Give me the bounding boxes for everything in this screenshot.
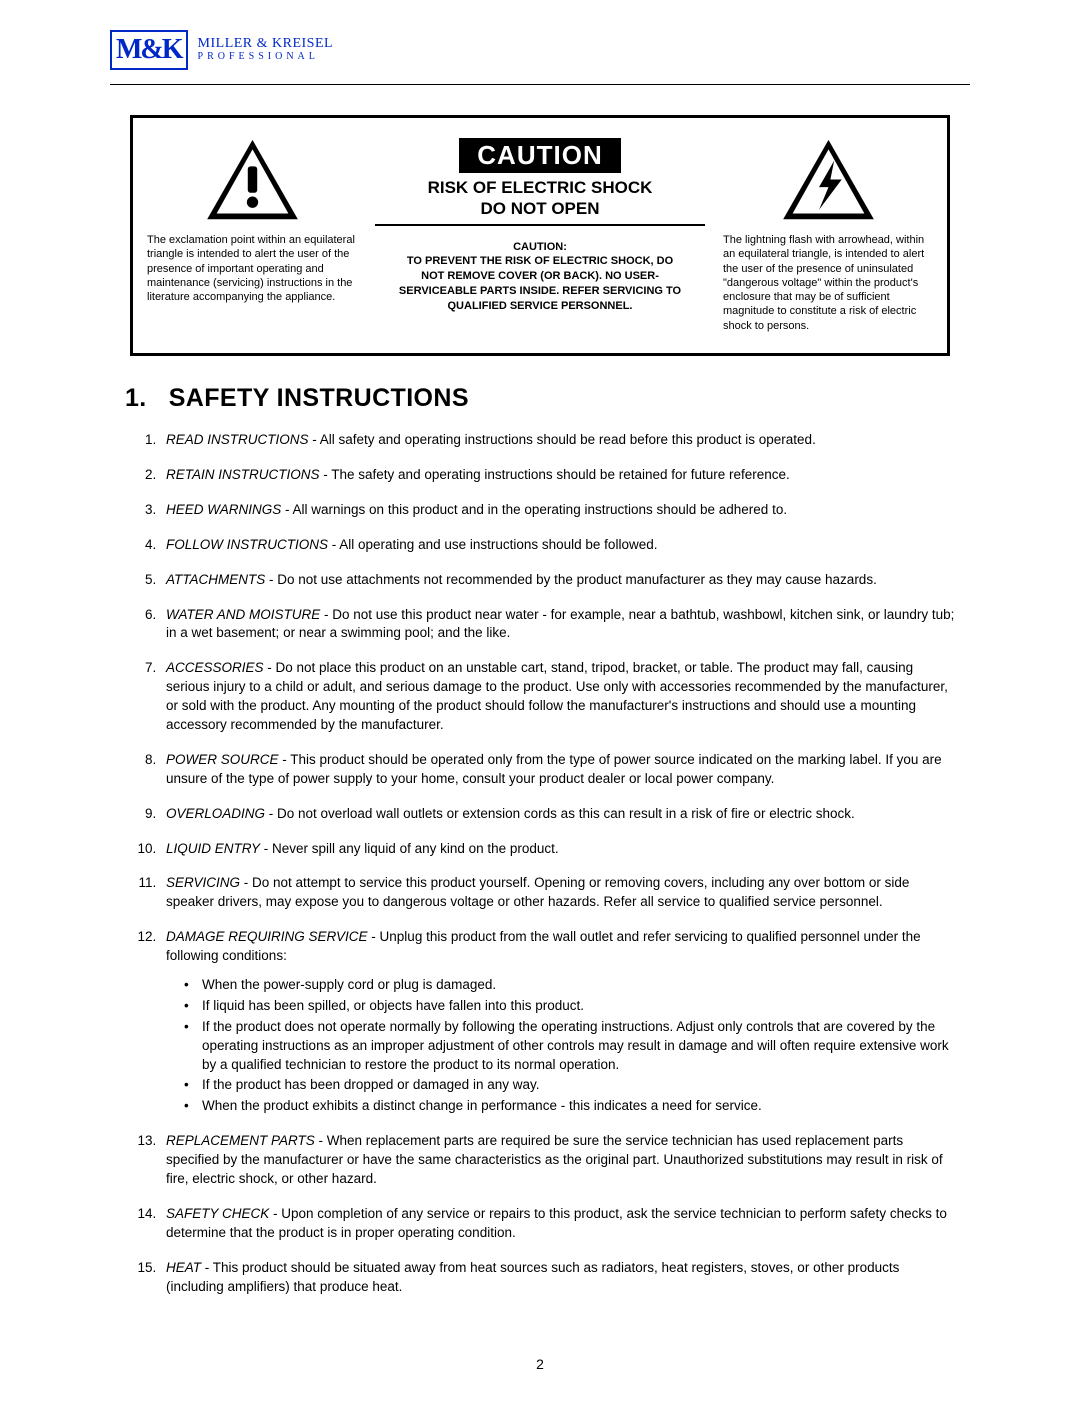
instruction-lead: WATER AND MOISTURE [166, 607, 320, 622]
safety-instruction-item: LIQUID ENTRY - Never spill any liquid of… [160, 840, 955, 859]
safety-instruction-item: OVERLOADING - Do not overload wall outle… [160, 805, 955, 824]
instruction-lead: SERVICING [166, 875, 240, 890]
instruction-lead: ATTACHMENTS [166, 572, 265, 587]
instruction-lead: READ INSTRUCTIONS [166, 432, 309, 447]
caution-panel: The exclamation point within an equilate… [130, 115, 950, 356]
caution-center-caption: CAUTION: TO PREVENT THE RISK OF ELECTRIC… [395, 240, 685, 314]
safety-instructions-list: READ INSTRUCTIONS - All safety and opera… [125, 431, 955, 1296]
section-title: SAFETY INSTRUCTIONS [169, 384, 469, 412]
instruction-lead: HEED WARNINGS [166, 502, 281, 517]
brand-name-stack: MILLER & KREISEL PROFESSIONAL [198, 37, 334, 62]
safety-instruction-item: REPLACEMENT PARTS - When replacement par… [160, 1132, 955, 1189]
safety-instruction-item: DAMAGE REQUIRING SERVICE - Unplug this p… [160, 928, 955, 1116]
safety-instruction-item: WATER AND MOISTURE - Do not use this pro… [160, 606, 955, 644]
instruction-body: - All safety and operating instructions … [309, 432, 816, 447]
instruction-lead: SAFETY CHECK [166, 1206, 269, 1221]
safety-instruction-item: HEED WARNINGS - All warnings on this pro… [160, 501, 955, 520]
caution-center-label: CAUTION: [513, 241, 567, 253]
instruction-lead: FOLLOW INSTRUCTIONS [166, 537, 328, 552]
instruction-lead: LIQUID ENTRY [166, 841, 260, 856]
instruction-body: - Upon completion of any service or repa… [166, 1206, 947, 1240]
page-number: 2 [0, 1356, 1080, 1372]
document-page: M&K MILLER & KREISEL PROFESSIONAL The ex… [0, 30, 1080, 1372]
page-header: M&K MILLER & KREISEL PROFESSIONAL [0, 30, 1080, 76]
safety-instruction-item: ATTACHMENTS - Do not use attachments not… [160, 571, 955, 590]
safety-instruction-item: POWER SOURCE - This product should be op… [160, 751, 955, 789]
section-number: 1. [125, 384, 147, 412]
caution-row: The exclamation point within an equilate… [147, 138, 933, 333]
caution-left-column: The exclamation point within an equilate… [147, 138, 357, 304]
section-heading: 1. SAFETY INSTRUCTIONS [125, 384, 955, 413]
brand-logo-box: M&K [110, 30, 188, 70]
instruction-sublist: When the power-supply cord or plug is da… [184, 976, 955, 1116]
instruction-body: - Do not use attachments not recommended… [265, 572, 877, 587]
brand-line2: PROFESSIONAL [198, 52, 334, 63]
caution-left-caption: The exclamation point within an equilate… [147, 233, 357, 304]
caution-risk-line2: DO NOT OPEN [480, 198, 599, 219]
instruction-sublist-item: If the product does not operate normally… [184, 1018, 955, 1075]
instruction-sublist-item: If liquid has been spilled, or objects h… [184, 997, 955, 1016]
instruction-body: - This product should be situated away f… [166, 1260, 899, 1294]
instruction-body: - Never spill any liquid of any kind on … [260, 841, 559, 856]
safety-instruction-item: SAFETY CHECK - Upon completion of any se… [160, 1205, 955, 1243]
instruction-body: - The safety and operating instructions … [320, 467, 790, 482]
safety-instruction-item: HEAT - This product should be situated a… [160, 1259, 955, 1297]
safety-instruction-item: SERVICING - Do not attempt to service th… [160, 874, 955, 912]
instruction-lead: DAMAGE REQUIRING SERVICE [166, 929, 368, 944]
caution-banner: CAUTION [459, 138, 620, 173]
caution-right-column: The lightning flash with arrowhead, with… [723, 138, 933, 333]
instruction-body: - Do not place this product on an unstab… [166, 660, 948, 732]
caution-risk-line1: RISK OF ELECTRIC SHOCK [428, 177, 653, 198]
instruction-lead: ACCESSORIES [166, 660, 264, 675]
safety-instruction-item: READ INSTRUCTIONS - All safety and opera… [160, 431, 955, 450]
caution-center-divider [375, 224, 705, 226]
safety-instruction-item: RETAIN INSTRUCTIONS - The safety and ope… [160, 466, 955, 485]
instruction-body: - All warnings on this product and in th… [281, 502, 787, 517]
safety-instruction-item: ACCESSORIES - Do not place this product … [160, 659, 955, 735]
instruction-sublist-item: When the power-supply cord or plug is da… [184, 976, 955, 995]
instruction-body: - All operating and use instructions sho… [328, 537, 657, 552]
instruction-sublist-item: If the product has been dropped or damag… [184, 1076, 955, 1095]
brand-line1: MILLER & KREISEL [198, 37, 334, 52]
instruction-lead: REPLACEMENT PARTS [166, 1133, 315, 1148]
warning-triangle-exclamation-icon [205, 138, 300, 223]
instruction-body: - This product should be operated only f… [166, 752, 942, 786]
instruction-body: - Do not attempt to service this product… [166, 875, 909, 909]
caution-center-column: CAUTION RISK OF ELECTRIC SHOCK DO NOT OP… [375, 138, 705, 314]
warning-triangle-lightning-icon [781, 138, 876, 223]
instruction-lead: RETAIN INSTRUCTIONS [166, 467, 320, 482]
instruction-sublist-item: When the product exhibits a distinct cha… [184, 1097, 955, 1116]
caution-center-body: TO PREVENT THE RISK OF ELECTRIC SHOCK, D… [399, 255, 681, 312]
caution-right-caption: The lightning flash with arrowhead, with… [723, 233, 933, 333]
instruction-body: - Do not overload wall outlets or extens… [265, 806, 855, 821]
brand-logo-text: M&K [116, 34, 182, 66]
header-divider [110, 84, 970, 85]
safety-instruction-item: FOLLOW INSTRUCTIONS - All operating and … [160, 536, 955, 555]
instruction-lead: HEAT [166, 1260, 201, 1275]
instruction-lead: POWER SOURCE [166, 752, 279, 767]
instruction-lead: OVERLOADING [166, 806, 265, 821]
